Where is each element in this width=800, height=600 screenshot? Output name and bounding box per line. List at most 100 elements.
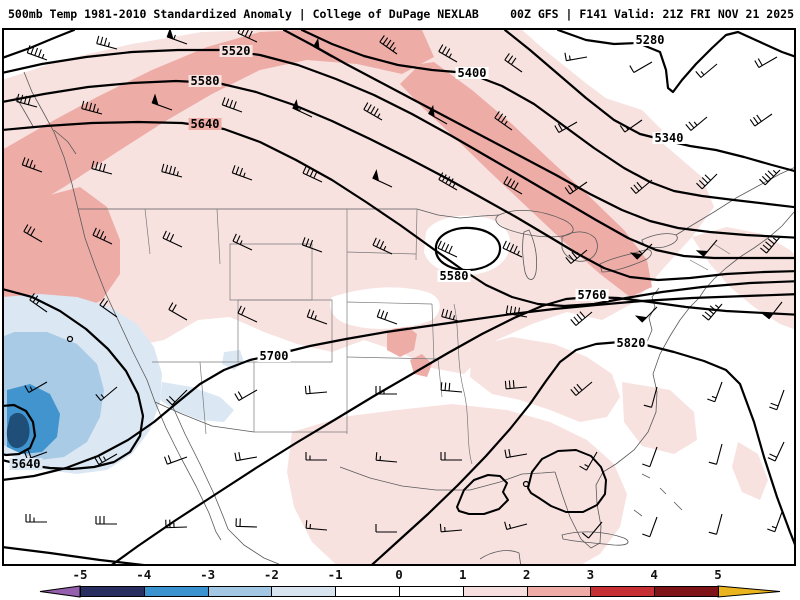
- wind-barb: [23, 224, 43, 243]
- colorbar-tick-label: -5: [72, 567, 88, 582]
- yucatan: [479, 550, 521, 564]
- wind-barb: [375, 524, 397, 533]
- wind-barb: [306, 309, 328, 325]
- anomaly-shading-layer: [4, 30, 794, 564]
- wind-barb-pennant: [695, 250, 709, 257]
- contour-layer: [4, 30, 794, 564]
- wind-barb: [162, 230, 183, 248]
- warm-anomaly-region-northeast: [692, 227, 794, 330]
- warm-anomaly-band-pacificnw: [4, 30, 434, 220]
- contour-gulf-closed-1: [456, 474, 509, 515]
- contour-5340: [503, 30, 794, 173]
- bahamas: [633, 473, 683, 517]
- wind-barb: [695, 63, 718, 78]
- wind-barb: [237, 30, 258, 43]
- wind-barb: [579, 451, 598, 471]
- border-us-mexico: [154, 401, 255, 433]
- wind-barb: [95, 516, 117, 525]
- wind-barb: [767, 441, 785, 462]
- wind-barb: [760, 236, 781, 254]
- geography-layer: [15, 71, 794, 564]
- coast-bc: [23, 71, 65, 158]
- wind-barb: [642, 446, 658, 468]
- wind-barb: [301, 237, 323, 253]
- contour-5580: [4, 79, 794, 282]
- wind-barb: [232, 233, 253, 251]
- wind-barb: [231, 165, 253, 181]
- wind-barb: [81, 100, 103, 115]
- map-graphic: [216, 208, 221, 265]
- lake-superior: [495, 210, 574, 238]
- wind-barb: [502, 240, 523, 258]
- colorbar-arrow-below-min: [39, 585, 81, 598]
- title-right: 00Z GFS | F141 Valid: 21Z FRI NOV 21 202…: [510, 7, 794, 21]
- wind-barb: [372, 237, 393, 255]
- colorbar: -5 -4 -3 -2 -1 0 1 2 3 4 5: [0, 566, 800, 600]
- contour-5640: [4, 120, 794, 308]
- wind-barb: [164, 455, 188, 465]
- map-canvas: 5520 5580 5640 5400 5280 5340 5580 5760 5820 5700…: [2, 28, 796, 566]
- coast-florida: [554, 463, 617, 549]
- title-bar: 500mb Temp 1981-2010 Standardized Anomal…: [0, 0, 800, 28]
- colorbar-tick-label: -4: [136, 567, 152, 582]
- state-borders: [144, 208, 731, 465]
- wind-barb-layer: [16, 30, 785, 539]
- colorbar-arrow-above-max: [717, 585, 781, 598]
- gulf-of-california: [171, 404, 280, 564]
- wind-barb: [505, 305, 528, 318]
- wind-barb: [440, 382, 463, 393]
- wind-barb: [643, 386, 658, 408]
- wind-barb: [24, 381, 48, 393]
- colorbar-tick-label: -2: [263, 567, 279, 582]
- map-graphic: [144, 208, 151, 255]
- wind-barb: [749, 113, 773, 127]
- colorbar-segment--4-to--3: [143, 586, 209, 597]
- colorbar-segment-4-to-5: [654, 586, 719, 597]
- wind-barb: [168, 302, 188, 321]
- map-graphic: [415, 208, 418, 261]
- warm-anomaly-region-southeast: [470, 337, 620, 422]
- wind-barb: [564, 52, 588, 62]
- coast-west: [63, 156, 222, 541]
- wind-barb: [696, 173, 718, 190]
- wind-barb: [235, 518, 258, 528]
- wind-barb: [503, 176, 523, 195]
- wind-barb: [166, 389, 188, 406]
- cold-anomaly-core: [6, 412, 30, 449]
- wind-barb: [25, 514, 47, 523]
- wind-barb: [96, 35, 118, 50]
- wind-barb: [708, 443, 723, 465]
- map-graphic: [199, 361, 207, 435]
- colorbar-segment--5-to--4: [80, 586, 145, 597]
- wind-barb: [99, 298, 118, 318]
- wind-barb: [305, 520, 328, 531]
- colorbar-segment--3-to--2: [207, 586, 273, 597]
- wind-barb: [26, 45, 48, 61]
- wind-barb-pennant: [428, 104, 435, 118]
- wind-barb: [94, 453, 118, 465]
- map-graphic: [346, 356, 439, 360]
- coast-gulf: [339, 466, 556, 491]
- neutral-pocket-midwest: [424, 215, 511, 276]
- wind-barb: [302, 165, 323, 183]
- wind-barb: [564, 181, 588, 195]
- colorbar-arrows: [39, 585, 781, 598]
- cold-anomaly-tail-arizona: [160, 382, 234, 422]
- colorbar-tick-label: 3: [586, 567, 595, 582]
- wind-barb-pennant: [151, 93, 159, 106]
- colorbar-tick-label: 4: [650, 567, 658, 582]
- wind-barb: [702, 303, 723, 321]
- wind-barb: [16, 93, 38, 108]
- wind-barb: [161, 163, 183, 178]
- contour-5400: [300, 30, 794, 209]
- wind-barb: [165, 519, 188, 529]
- contour-low-center: [4, 403, 37, 457]
- map-graphic: [346, 251, 417, 255]
- wind-barb-pennant: [629, 252, 643, 260]
- st-lawrence: [675, 167, 794, 236]
- wind-barb: [29, 293, 48, 313]
- title-left: 500mb Temp 1981-2010 Standardized Anomal…: [8, 7, 479, 21]
- contour-5520: [4, 48, 794, 260]
- warm-anomaly-streak-florida: [732, 442, 768, 500]
- wind-barb: [375, 452, 398, 463]
